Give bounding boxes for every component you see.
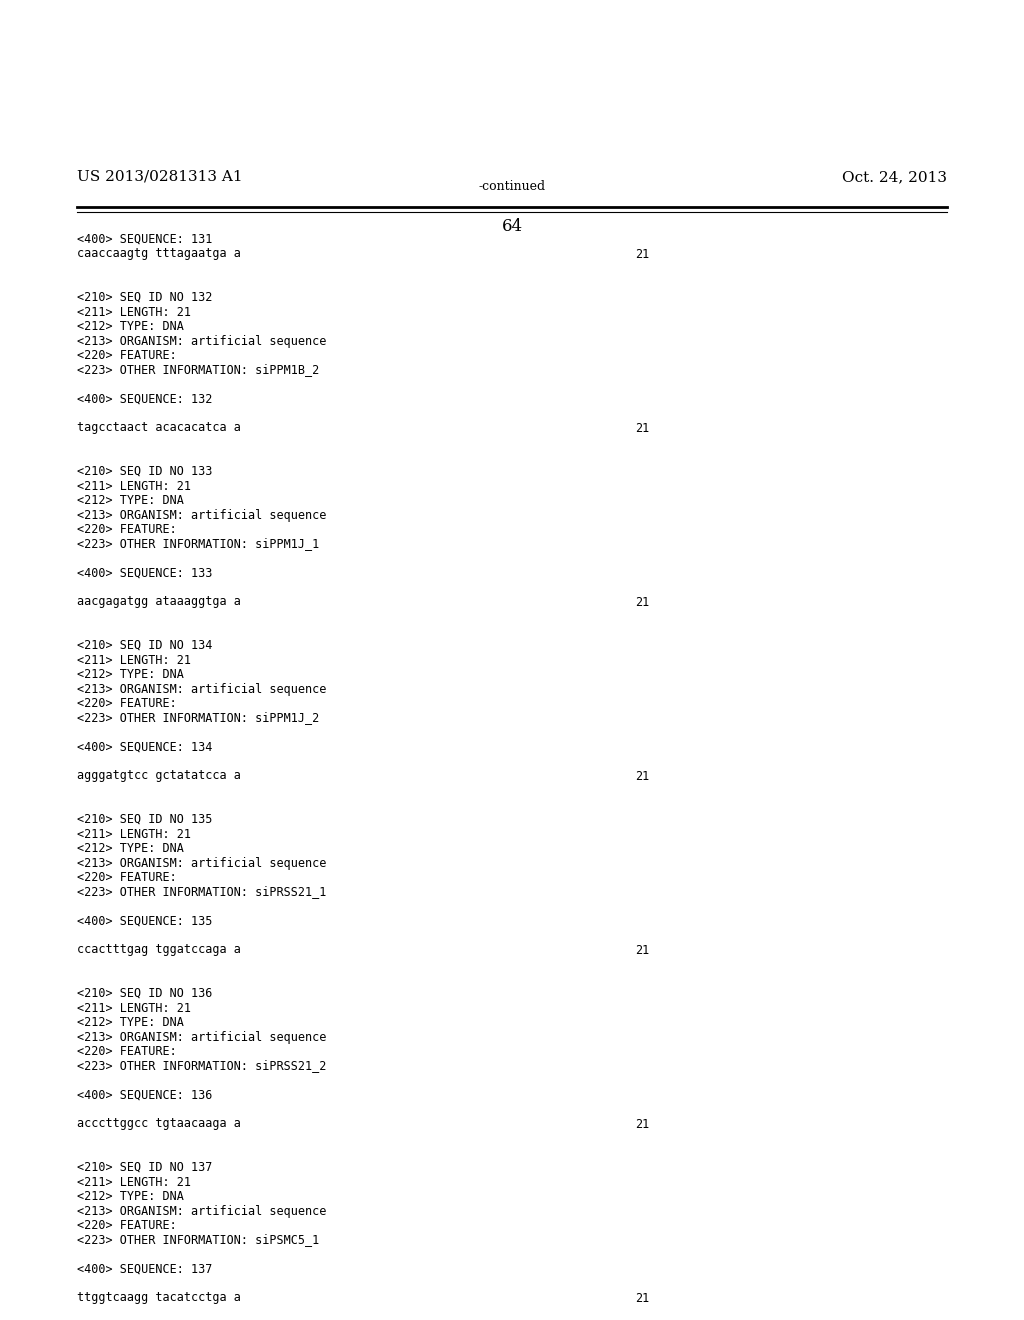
- Text: <211> LENGTH: 21: <211> LENGTH: 21: [77, 479, 190, 492]
- Text: ttggtcaagg tacatcctga a: ttggtcaagg tacatcctga a: [77, 1291, 241, 1304]
- Text: <223> OTHER INFORMATION: siPRSS21_1: <223> OTHER INFORMATION: siPRSS21_1: [77, 886, 327, 899]
- Text: <211> LENGTH: 21: <211> LENGTH: 21: [77, 305, 190, 318]
- Text: agggatgtcc gctatatcca a: agggatgtcc gctatatcca a: [77, 770, 241, 783]
- Text: <223> OTHER INFORMATION: siPSMC5_1: <223> OTHER INFORMATION: siPSMC5_1: [77, 1233, 319, 1246]
- Text: 21: 21: [635, 1291, 649, 1304]
- Text: <213> ORGANISM: artificial sequence: <213> ORGANISM: artificial sequence: [77, 1204, 327, 1217]
- Text: 21: 21: [635, 770, 649, 783]
- Text: <223> OTHER INFORMATION: siPPM1B_2: <223> OTHER INFORMATION: siPPM1B_2: [77, 363, 319, 376]
- Text: <220> FEATURE:: <220> FEATURE:: [77, 871, 176, 884]
- Text: <400> SEQUENCE: 134: <400> SEQUENCE: 134: [77, 741, 212, 754]
- Text: 21: 21: [635, 1118, 649, 1130]
- Text: aacgagatgg ataaaggtga a: aacgagatgg ataaaggtga a: [77, 595, 241, 609]
- Text: <210> SEQ ID NO 132: <210> SEQ ID NO 132: [77, 290, 212, 304]
- Text: -continued: -continued: [478, 180, 546, 193]
- Text: acccttggcc tgtaacaaga a: acccttggcc tgtaacaaga a: [77, 1118, 241, 1130]
- Text: 64: 64: [502, 218, 522, 235]
- Text: <212> TYPE: DNA: <212> TYPE: DNA: [77, 668, 183, 681]
- Text: US 2013/0281313 A1: US 2013/0281313 A1: [77, 170, 243, 183]
- Text: <212> TYPE: DNA: <212> TYPE: DNA: [77, 319, 183, 333]
- Text: <212> TYPE: DNA: <212> TYPE: DNA: [77, 1016, 183, 1030]
- Text: <210> SEQ ID NO 135: <210> SEQ ID NO 135: [77, 813, 212, 826]
- Text: <211> LENGTH: 21: <211> LENGTH: 21: [77, 1002, 190, 1015]
- Text: <400> SEQUENCE: 136: <400> SEQUENCE: 136: [77, 1089, 212, 1101]
- Text: <400> SEQUENCE: 133: <400> SEQUENCE: 133: [77, 566, 212, 579]
- Text: 21: 21: [635, 248, 649, 260]
- Text: <213> ORGANISM: artificial sequence: <213> ORGANISM: artificial sequence: [77, 682, 327, 696]
- Text: <210> SEQ ID NO 133: <210> SEQ ID NO 133: [77, 465, 212, 478]
- Text: <213> ORGANISM: artificial sequence: <213> ORGANISM: artificial sequence: [77, 1031, 327, 1044]
- Text: <212> TYPE: DNA: <212> TYPE: DNA: [77, 842, 183, 855]
- Text: <220> FEATURE:: <220> FEATURE:: [77, 1045, 176, 1059]
- Text: 21: 21: [635, 944, 649, 957]
- Text: <210> SEQ ID NO 137: <210> SEQ ID NO 137: [77, 1162, 212, 1173]
- Text: <400> SEQUENCE: 131: <400> SEQUENCE: 131: [77, 234, 212, 246]
- Text: <212> TYPE: DNA: <212> TYPE: DNA: [77, 1191, 183, 1203]
- Text: <220> FEATURE:: <220> FEATURE:: [77, 1218, 176, 1232]
- Text: tagcctaact acacacatca a: tagcctaact acacacatca a: [77, 421, 241, 434]
- Text: <210> SEQ ID NO 134: <210> SEQ ID NO 134: [77, 639, 212, 652]
- Text: ccactttgag tggatccaga a: ccactttgag tggatccaga a: [77, 944, 241, 957]
- Text: 21: 21: [635, 421, 649, 434]
- Text: <220> FEATURE:: <220> FEATURE:: [77, 523, 176, 536]
- Text: Oct. 24, 2013: Oct. 24, 2013: [842, 170, 947, 183]
- Text: <220> FEATURE:: <220> FEATURE:: [77, 697, 176, 710]
- Text: <220> FEATURE:: <220> FEATURE:: [77, 348, 176, 362]
- Text: <223> OTHER INFORMATION: siPPM1J_1: <223> OTHER INFORMATION: siPPM1J_1: [77, 537, 319, 550]
- Text: <223> OTHER INFORMATION: siPRSS21_2: <223> OTHER INFORMATION: siPRSS21_2: [77, 1060, 327, 1072]
- Text: <400> SEQUENCE: 132: <400> SEQUENCE: 132: [77, 392, 212, 405]
- Text: caaccaagtg tttagaatga a: caaccaagtg tttagaatga a: [77, 248, 241, 260]
- Text: <213> ORGANISM: artificial sequence: <213> ORGANISM: artificial sequence: [77, 334, 327, 347]
- Text: <213> ORGANISM: artificial sequence: <213> ORGANISM: artificial sequence: [77, 508, 327, 521]
- Text: <212> TYPE: DNA: <212> TYPE: DNA: [77, 494, 183, 507]
- Text: <213> ORGANISM: artificial sequence: <213> ORGANISM: artificial sequence: [77, 857, 327, 870]
- Text: <400> SEQUENCE: 135: <400> SEQUENCE: 135: [77, 915, 212, 928]
- Text: <211> LENGTH: 21: <211> LENGTH: 21: [77, 828, 190, 841]
- Text: 21: 21: [635, 595, 649, 609]
- Text: <211> LENGTH: 21: <211> LENGTH: 21: [77, 653, 190, 667]
- Text: <223> OTHER INFORMATION: siPPM1J_2: <223> OTHER INFORMATION: siPPM1J_2: [77, 711, 319, 725]
- Text: <211> LENGTH: 21: <211> LENGTH: 21: [77, 1176, 190, 1188]
- Text: <400> SEQUENCE: 137: <400> SEQUENCE: 137: [77, 1262, 212, 1275]
- Text: <210> SEQ ID NO 136: <210> SEQ ID NO 136: [77, 987, 212, 1001]
